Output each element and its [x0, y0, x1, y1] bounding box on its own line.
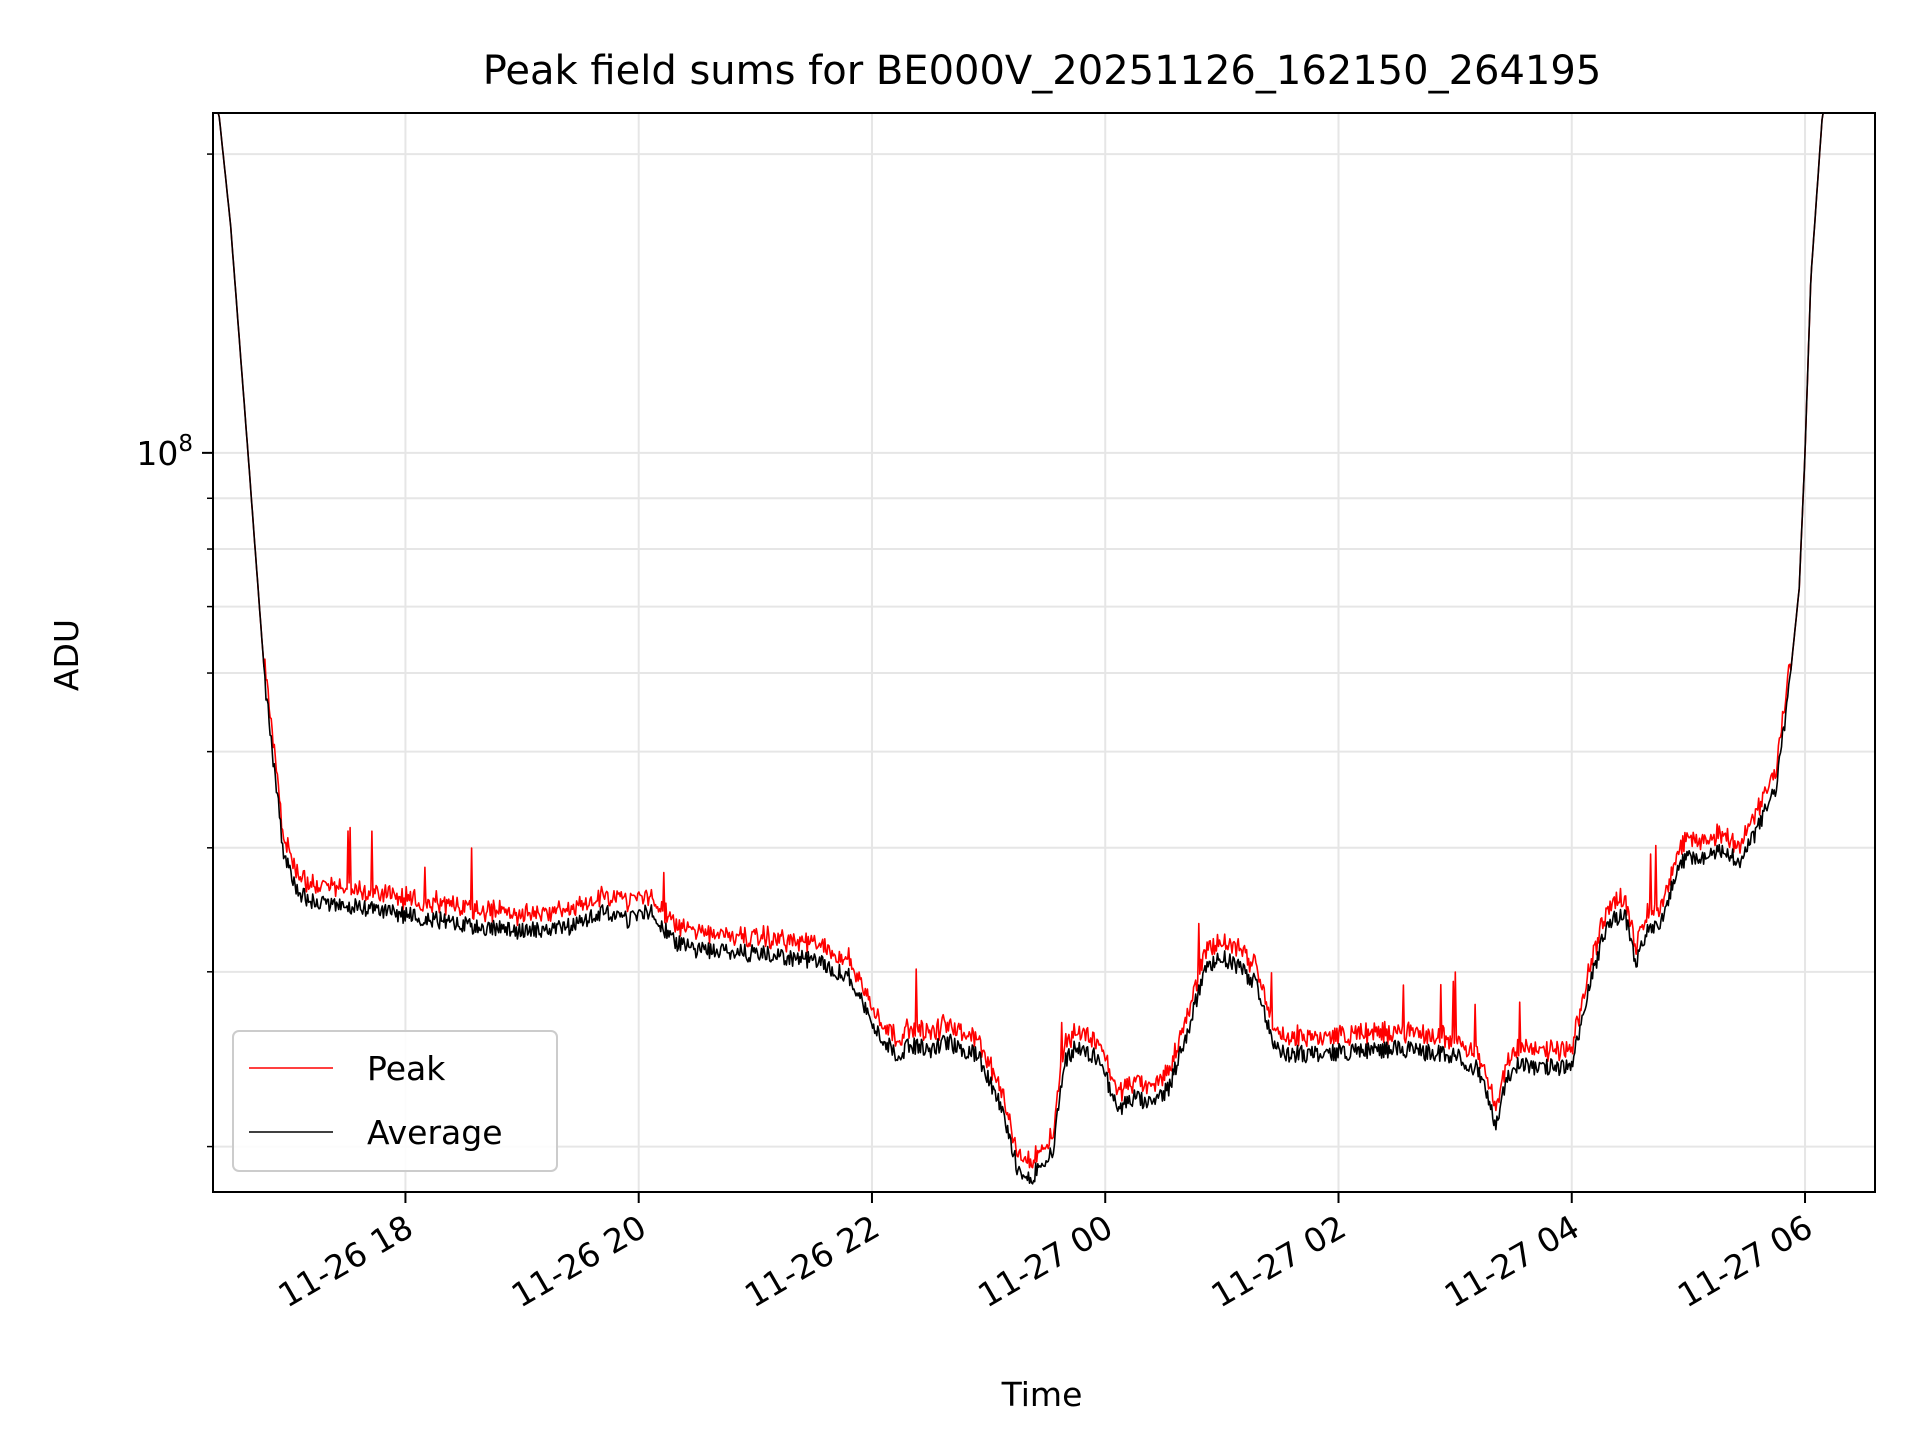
series-layer	[213, 113, 1875, 1185]
y-tick-label-base: 10	[136, 434, 178, 473]
legend: Peak Average	[232, 1030, 558, 1172]
chart-title: Peak field sums for BE000V_20251126_1621…	[483, 48, 1602, 94]
y-tick-label-exponent: 8	[178, 431, 193, 457]
grid	[213, 113, 1875, 1192]
legend-label-peak: Peak	[367, 1049, 446, 1088]
x-axis-label: Time	[1001, 1375, 1083, 1414]
y-tick-label: 108	[136, 431, 193, 473]
series-line-peak	[213, 113, 1875, 1169]
legend-label-average: Average	[367, 1113, 503, 1152]
plot-frame	[212, 112, 1876, 1193]
legend-box	[232, 1030, 558, 1172]
series-line-average	[213, 113, 1875, 1185]
y-axis-label: ADU	[47, 619, 86, 691]
